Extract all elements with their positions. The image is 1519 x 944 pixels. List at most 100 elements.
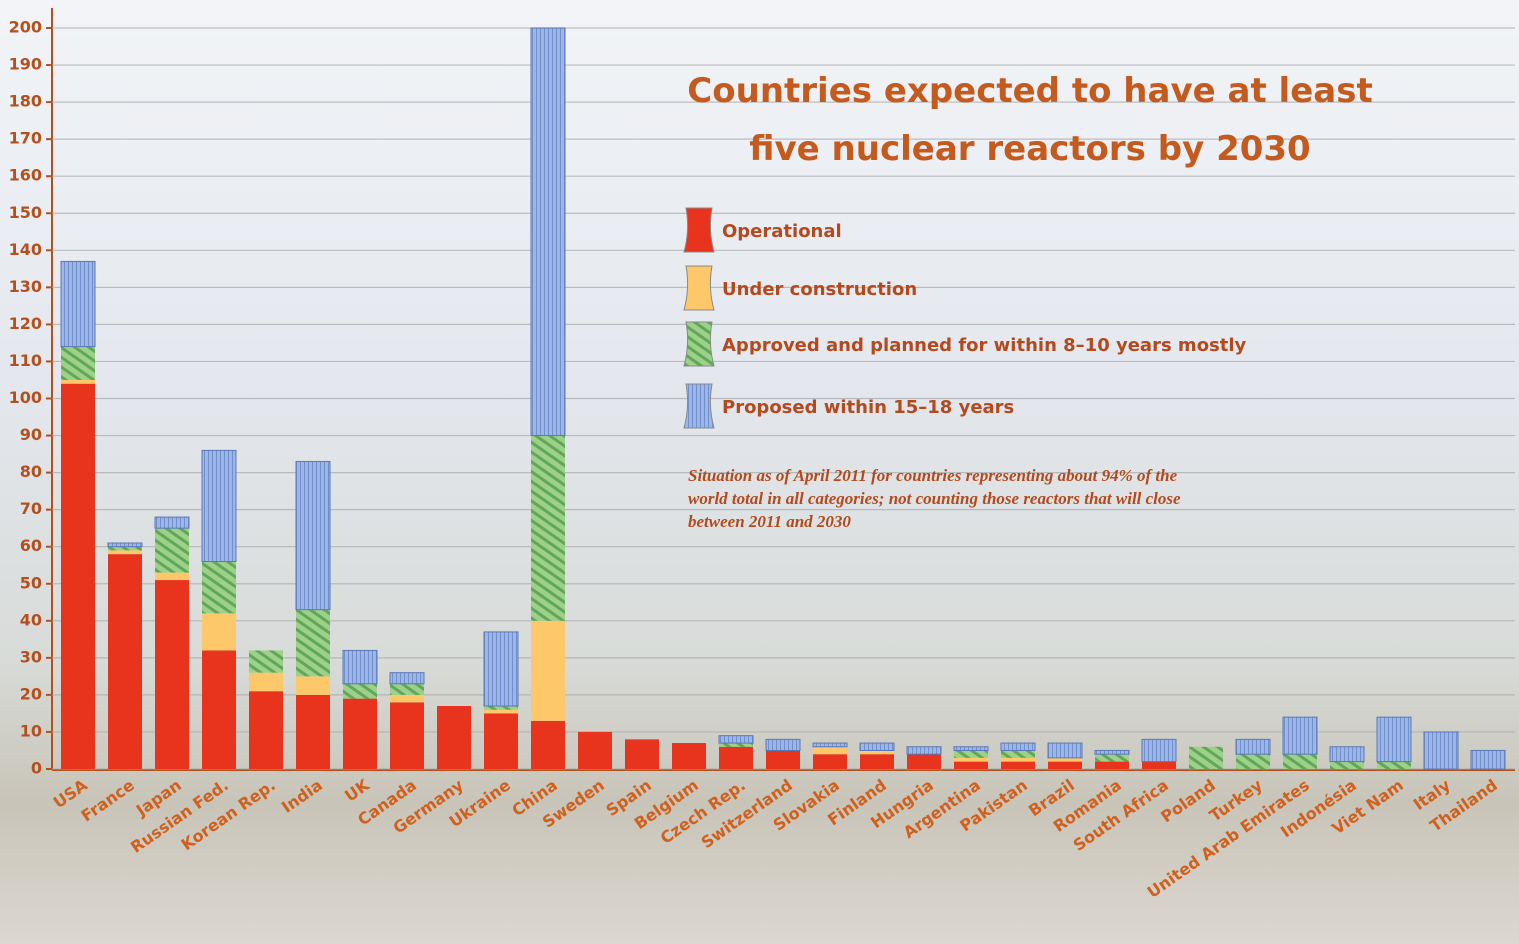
bar-segment xyxy=(766,739,800,750)
bar-segment xyxy=(1283,754,1317,769)
bar-segment xyxy=(484,632,518,706)
bar-segment xyxy=(484,713,518,769)
bar-segment xyxy=(1048,743,1082,758)
bar-segment xyxy=(484,710,518,714)
bar-segment xyxy=(108,554,142,769)
bar-segment xyxy=(1236,739,1270,754)
bar-segment xyxy=(1095,754,1129,761)
bar-segment xyxy=(296,695,330,769)
bar-segment xyxy=(1471,750,1505,769)
bar-segment xyxy=(719,736,753,743)
bar-segment xyxy=(296,610,330,677)
bar-segment xyxy=(954,747,988,751)
bar-segment xyxy=(625,739,659,769)
bar-segment xyxy=(108,550,142,554)
legend-icon xyxy=(684,322,714,366)
bar-segment xyxy=(343,650,377,683)
bar-segment xyxy=(954,762,988,769)
bar-segment xyxy=(1095,750,1129,754)
y-tick-label: 180 xyxy=(9,92,42,111)
bar-segment xyxy=(437,706,471,769)
y-tick-label: 100 xyxy=(9,388,42,407)
y-tick-label: 110 xyxy=(9,351,42,370)
y-tick-label: 50 xyxy=(20,573,42,592)
bar-segment xyxy=(390,695,424,702)
bar-segment xyxy=(719,743,753,747)
bar-segment xyxy=(1377,762,1411,769)
bar-segment xyxy=(1330,747,1364,762)
y-tick-label: 130 xyxy=(9,277,42,296)
bar-segment xyxy=(578,732,612,769)
bar-segment xyxy=(954,758,988,762)
bar-segment xyxy=(860,750,894,754)
bar-segment xyxy=(202,450,236,561)
bar-segment xyxy=(954,750,988,757)
bar-segment xyxy=(907,754,941,769)
y-tick-label: 0 xyxy=(31,759,42,778)
x-tick-label: Poland xyxy=(1157,775,1219,826)
bar-segment xyxy=(1142,762,1176,769)
x-tick-label: France xyxy=(78,775,138,825)
bar-segment xyxy=(61,347,95,380)
bar-segment xyxy=(155,517,189,528)
bar-segment xyxy=(61,384,95,769)
bar-segment xyxy=(1142,739,1176,761)
bar-segment xyxy=(296,676,330,695)
y-tick-label: 170 xyxy=(9,129,42,148)
y-tick-label: 150 xyxy=(9,203,42,222)
y-tick-label: 190 xyxy=(9,55,42,74)
bar-segment xyxy=(907,747,941,754)
bar-segment xyxy=(343,699,377,769)
legend-label: Under construction xyxy=(722,279,917,300)
y-tick-label: 60 xyxy=(20,536,42,555)
bar-segment xyxy=(813,747,847,754)
bar-segment xyxy=(1001,743,1035,750)
bar-segment xyxy=(531,28,565,436)
bar-segment xyxy=(1048,758,1082,762)
bar-segment xyxy=(531,721,565,769)
y-tick-label: 200 xyxy=(9,18,42,37)
bar-segment xyxy=(1377,717,1411,761)
bar-segment xyxy=(155,528,189,572)
bar-segment xyxy=(1001,750,1035,757)
legend-icon xyxy=(684,208,714,252)
bar-segment xyxy=(1001,758,1035,762)
bar-segment xyxy=(249,673,283,692)
bar-segment xyxy=(155,580,189,769)
bar-segment xyxy=(202,613,236,650)
y-tick-label: 70 xyxy=(20,499,42,518)
y-tick-label: 20 xyxy=(20,684,42,703)
legend-label: Operational xyxy=(722,221,842,242)
bar-segment xyxy=(860,743,894,750)
y-tick-label: 140 xyxy=(9,240,42,259)
bar-segment xyxy=(1283,717,1317,754)
bar-segment xyxy=(813,743,847,747)
bar-segment xyxy=(61,261,95,346)
bar-segment xyxy=(531,436,565,621)
bar-segment xyxy=(202,650,236,769)
bar-segment xyxy=(108,547,142,551)
bar-segment xyxy=(719,747,753,769)
y-tick-label: 80 xyxy=(20,462,42,481)
legend-label: Proposed within 15–18 years xyxy=(722,397,1014,418)
bar-segment xyxy=(813,754,847,769)
bar-segment xyxy=(484,706,518,710)
y-tick-label: 120 xyxy=(9,314,42,333)
page: 0102030405060708090100110120130140150160… xyxy=(0,0,1519,944)
x-tick-label: UK xyxy=(341,775,373,805)
y-tick-label: 30 xyxy=(20,647,42,666)
x-tick-label: India xyxy=(278,775,326,816)
bar-segment xyxy=(202,562,236,614)
bar-segment xyxy=(1330,762,1364,769)
y-tick-label: 10 xyxy=(20,721,42,740)
bar-segment xyxy=(390,684,424,695)
bar-segment xyxy=(390,673,424,684)
bar-segment xyxy=(1236,754,1270,769)
bar-segment xyxy=(1424,732,1458,769)
legend-icon xyxy=(684,266,714,310)
note: Situation as of April 2011 for countries… xyxy=(688,464,1208,533)
bar-segment xyxy=(1189,747,1223,769)
chart-title: Countries expected to have at least five… xyxy=(660,62,1400,178)
bar-segment xyxy=(155,573,189,580)
bar-segment xyxy=(343,684,377,699)
